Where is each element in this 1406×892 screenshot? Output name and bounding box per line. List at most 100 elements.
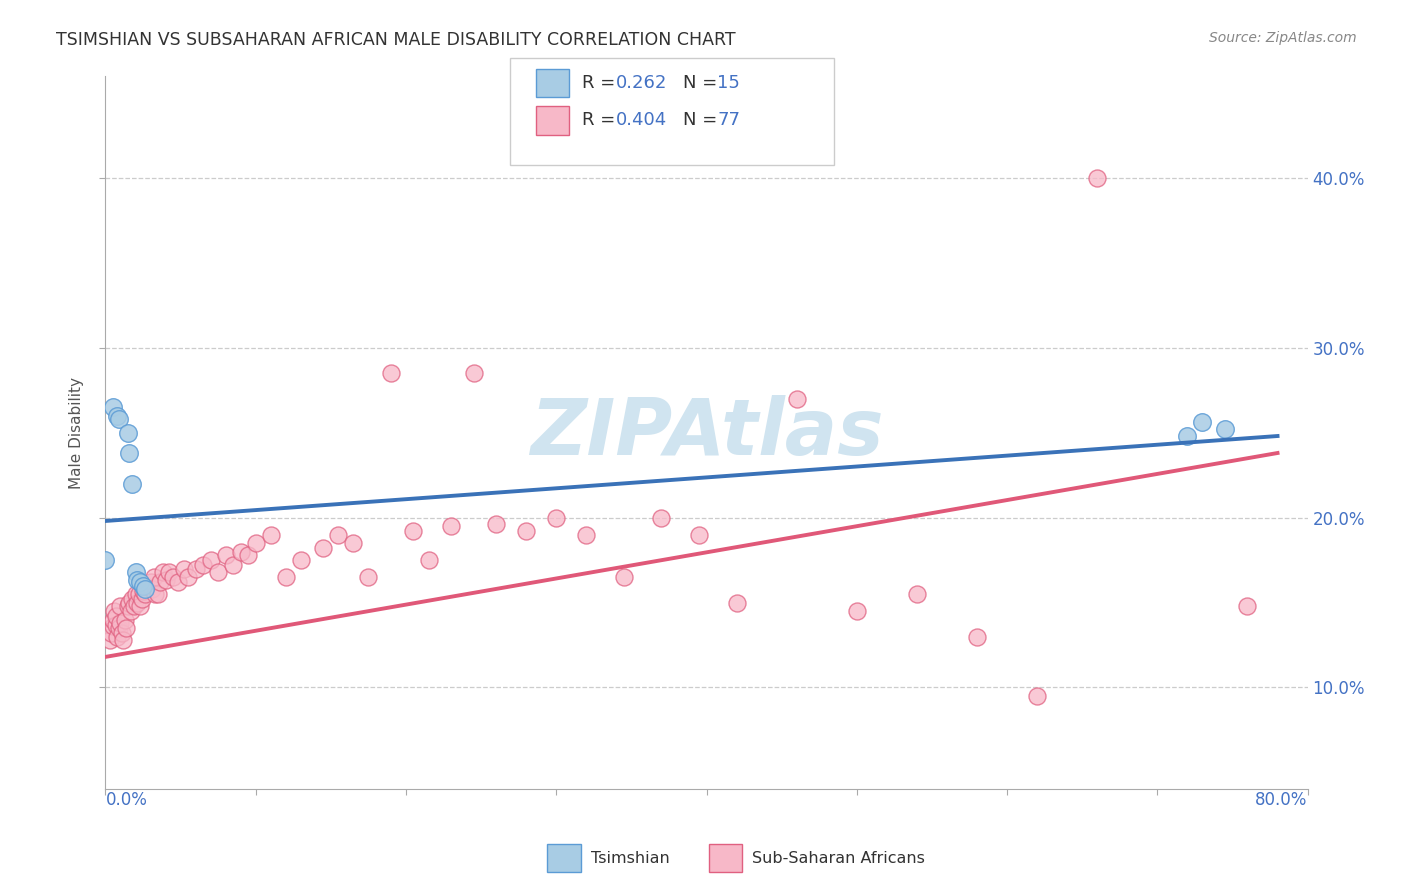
Text: 0.0%: 0.0% bbox=[105, 791, 148, 809]
Point bbox=[905, 587, 928, 601]
Point bbox=[515, 524, 537, 538]
Point bbox=[108, 621, 131, 635]
Point bbox=[142, 570, 165, 584]
Point bbox=[402, 524, 425, 538]
Point bbox=[613, 570, 636, 584]
Point bbox=[191, 558, 214, 573]
Point bbox=[121, 476, 143, 491]
Point bbox=[104, 609, 127, 624]
Point bbox=[98, 632, 121, 647]
Text: 80.0%: 80.0% bbox=[1256, 791, 1308, 809]
Point bbox=[245, 536, 267, 550]
Text: ZIPAtlas: ZIPAtlas bbox=[530, 394, 883, 471]
Point bbox=[725, 595, 748, 609]
Text: 77: 77 bbox=[717, 112, 740, 129]
Point bbox=[117, 599, 139, 613]
Point bbox=[546, 510, 568, 524]
Point bbox=[129, 599, 152, 613]
Point bbox=[166, 575, 188, 590]
Point bbox=[238, 548, 260, 562]
Point bbox=[125, 595, 148, 609]
Point bbox=[101, 619, 124, 633]
Point bbox=[117, 425, 139, 440]
Point bbox=[184, 561, 207, 575]
Point bbox=[162, 570, 184, 584]
Point bbox=[139, 575, 162, 590]
Point bbox=[1026, 689, 1049, 703]
Point bbox=[229, 544, 252, 558]
Text: Source: ZipAtlas.com: Source: ZipAtlas.com bbox=[1209, 31, 1357, 45]
Point bbox=[650, 510, 672, 524]
Point bbox=[146, 587, 169, 601]
Point bbox=[131, 592, 153, 607]
Text: Tsimshian: Tsimshian bbox=[591, 851, 669, 865]
Point bbox=[134, 582, 156, 596]
Point bbox=[118, 446, 141, 460]
Y-axis label: Male Disability: Male Disability bbox=[69, 376, 84, 489]
Point bbox=[155, 574, 177, 588]
Point bbox=[134, 587, 156, 601]
Point bbox=[357, 570, 380, 584]
Point bbox=[103, 604, 125, 618]
Text: R =: R = bbox=[582, 112, 621, 129]
Point bbox=[132, 578, 155, 592]
Point bbox=[100, 626, 122, 640]
Point bbox=[125, 574, 148, 588]
Point bbox=[485, 517, 508, 532]
Point bbox=[575, 527, 598, 541]
Point bbox=[966, 630, 988, 644]
Point bbox=[214, 548, 236, 562]
Point bbox=[845, 604, 868, 618]
Point bbox=[1236, 599, 1258, 613]
Point bbox=[135, 578, 157, 592]
Point bbox=[1175, 429, 1198, 443]
Point bbox=[1213, 422, 1236, 436]
Point bbox=[129, 575, 152, 590]
Point bbox=[177, 570, 200, 584]
Point bbox=[380, 366, 402, 380]
Point bbox=[104, 617, 127, 632]
Text: 0.404: 0.404 bbox=[616, 112, 666, 129]
Point bbox=[124, 565, 146, 579]
Point bbox=[418, 553, 440, 567]
Point bbox=[290, 553, 312, 567]
Point bbox=[132, 583, 155, 598]
Point bbox=[440, 519, 463, 533]
Point bbox=[121, 592, 143, 607]
Text: Sub-Saharan Africans: Sub-Saharan Africans bbox=[752, 851, 925, 865]
Point bbox=[260, 527, 283, 541]
Point bbox=[1085, 170, 1108, 185]
Point bbox=[107, 630, 129, 644]
Point bbox=[148, 575, 170, 590]
Point bbox=[173, 561, 195, 575]
Point bbox=[112, 632, 135, 647]
Point bbox=[274, 570, 297, 584]
Point bbox=[786, 392, 808, 406]
Point bbox=[152, 565, 174, 579]
Point bbox=[115, 621, 138, 635]
Point bbox=[1191, 416, 1213, 430]
Point bbox=[328, 527, 350, 541]
Point bbox=[124, 587, 146, 601]
Point bbox=[128, 587, 150, 601]
Point bbox=[120, 604, 142, 618]
Point bbox=[312, 541, 335, 556]
Point bbox=[94, 553, 117, 567]
Point bbox=[118, 595, 141, 609]
Point bbox=[108, 412, 131, 426]
Point bbox=[157, 565, 180, 579]
Point bbox=[110, 599, 132, 613]
Point bbox=[111, 626, 134, 640]
Point bbox=[107, 409, 129, 423]
Point bbox=[101, 400, 124, 414]
Point bbox=[222, 558, 245, 573]
Text: 0.262: 0.262 bbox=[616, 74, 668, 92]
Text: N =: N = bbox=[683, 112, 723, 129]
Point bbox=[114, 613, 136, 627]
Point bbox=[122, 599, 145, 613]
Text: 15: 15 bbox=[717, 74, 740, 92]
Point bbox=[688, 527, 710, 541]
Point bbox=[110, 615, 132, 630]
Text: TSIMSHIAN VS SUBSAHARAN AFRICAN MALE DISABILITY CORRELATION CHART: TSIMSHIAN VS SUBSAHARAN AFRICAN MALE DIS… bbox=[56, 31, 735, 49]
Point bbox=[143, 587, 166, 601]
